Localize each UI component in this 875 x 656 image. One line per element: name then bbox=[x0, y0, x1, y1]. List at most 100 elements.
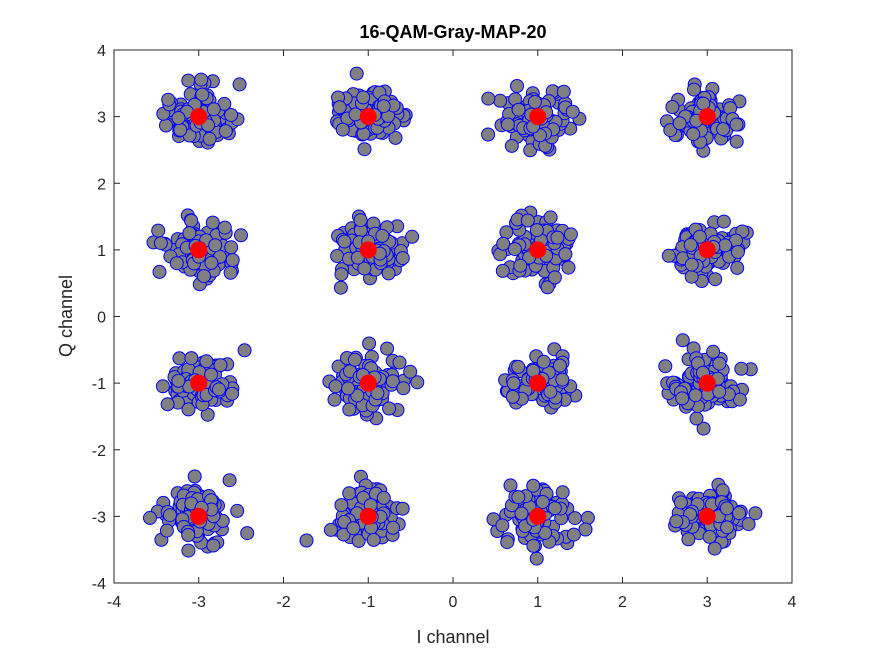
received-point bbox=[213, 358, 228, 373]
ideal-point bbox=[529, 507, 547, 525]
received-point bbox=[741, 517, 756, 532]
received-point bbox=[526, 538, 541, 553]
received-point bbox=[240, 526, 255, 541]
received-point bbox=[396, 381, 411, 396]
y-tick-label: -2 bbox=[92, 443, 106, 460]
received-point bbox=[410, 375, 425, 390]
received-point bbox=[526, 478, 541, 493]
received-point bbox=[217, 220, 232, 235]
received-point bbox=[550, 230, 565, 245]
received-point bbox=[181, 528, 196, 542]
received-point bbox=[334, 498, 349, 513]
x-tick-label: -4 bbox=[107, 594, 121, 611]
received-point bbox=[665, 100, 680, 114]
ideal-point bbox=[529, 108, 547, 126]
received-point bbox=[661, 248, 676, 263]
received-point bbox=[202, 131, 217, 146]
received-point bbox=[205, 215, 220, 230]
y-tick-label: -3 bbox=[92, 509, 106, 526]
received-point bbox=[719, 501, 734, 516]
axis-tick-labels: -4 -3 -2 -1 0 1 2 3 4 -4 -3 -2 -1 0 1 2 3 4 bbox=[92, 43, 797, 611]
received-point bbox=[206, 538, 221, 553]
received-point bbox=[181, 402, 196, 417]
received-point bbox=[206, 102, 221, 117]
received-point bbox=[547, 270, 562, 285]
received-point bbox=[729, 134, 744, 149]
received-point bbox=[712, 384, 727, 399]
ideal-points bbox=[190, 108, 716, 525]
received-point bbox=[507, 242, 522, 257]
received-point bbox=[392, 355, 407, 370]
received-point bbox=[347, 352, 362, 367]
received-point bbox=[184, 213, 199, 228]
received-point bbox=[568, 511, 582, 526]
received-point bbox=[382, 401, 397, 416]
ideal-point bbox=[698, 241, 716, 259]
received-point bbox=[481, 91, 496, 106]
chart-title: 16-QAM-Gray-MAP-20 bbox=[359, 22, 546, 42]
received-point bbox=[663, 123, 678, 138]
received-point bbox=[535, 495, 550, 509]
received-point bbox=[505, 389, 520, 404]
received-point bbox=[237, 343, 252, 358]
ideal-point bbox=[698, 374, 716, 392]
received-point bbox=[173, 122, 188, 137]
received-point bbox=[540, 280, 555, 295]
ideal-point bbox=[698, 108, 716, 126]
received-point bbox=[381, 266, 396, 281]
received-point bbox=[547, 501, 562, 516]
received-point bbox=[673, 495, 688, 510]
received-point bbox=[513, 258, 528, 273]
received-point bbox=[687, 82, 701, 97]
received-point bbox=[388, 130, 403, 145]
received-point bbox=[171, 111, 186, 125]
received-point bbox=[356, 90, 371, 105]
ideal-point bbox=[698, 507, 716, 525]
ideal-point bbox=[190, 108, 208, 126]
ideal-point bbox=[359, 241, 377, 259]
received-point bbox=[529, 223, 544, 238]
received-point bbox=[181, 543, 196, 558]
received-point bbox=[143, 510, 157, 525]
received-point bbox=[556, 84, 571, 99]
received-point bbox=[357, 261, 372, 276]
received-point bbox=[375, 228, 390, 243]
received-point bbox=[330, 249, 345, 263]
received-point bbox=[675, 333, 690, 348]
received-point bbox=[481, 127, 496, 142]
received-point bbox=[696, 421, 711, 436]
received-point bbox=[730, 260, 745, 275]
x-tick-label: 2 bbox=[618, 594, 627, 611]
received-point bbox=[578, 522, 593, 537]
received-point bbox=[204, 367, 219, 382]
received-point bbox=[689, 411, 704, 426]
x-tick-label: 0 bbox=[449, 594, 458, 611]
received-point bbox=[712, 356, 727, 371]
received-point bbox=[376, 490, 391, 505]
received-point bbox=[555, 485, 570, 500]
received-point bbox=[748, 506, 763, 521]
received-point bbox=[342, 486, 357, 501]
received-point bbox=[160, 397, 175, 412]
ideal-point bbox=[529, 374, 547, 392]
ideal-point bbox=[190, 507, 208, 525]
received-point bbox=[395, 501, 410, 516]
received-point bbox=[395, 251, 410, 266]
y-tick-label: -4 bbox=[92, 576, 106, 593]
received-point bbox=[169, 256, 184, 271]
received-point bbox=[357, 142, 372, 157]
received-point bbox=[337, 234, 352, 249]
received-point bbox=[350, 388, 365, 403]
received-point bbox=[493, 93, 508, 108]
received-point bbox=[732, 392, 747, 407]
received-point bbox=[370, 386, 385, 401]
received-point bbox=[715, 483, 730, 498]
x-tick-label: -1 bbox=[361, 594, 375, 611]
received-point bbox=[565, 104, 580, 119]
received-point bbox=[182, 226, 197, 241]
received-point bbox=[495, 263, 510, 278]
received-point bbox=[732, 506, 747, 521]
received-point bbox=[672, 116, 687, 131]
received-point bbox=[403, 364, 418, 379]
received-point bbox=[181, 73, 196, 88]
